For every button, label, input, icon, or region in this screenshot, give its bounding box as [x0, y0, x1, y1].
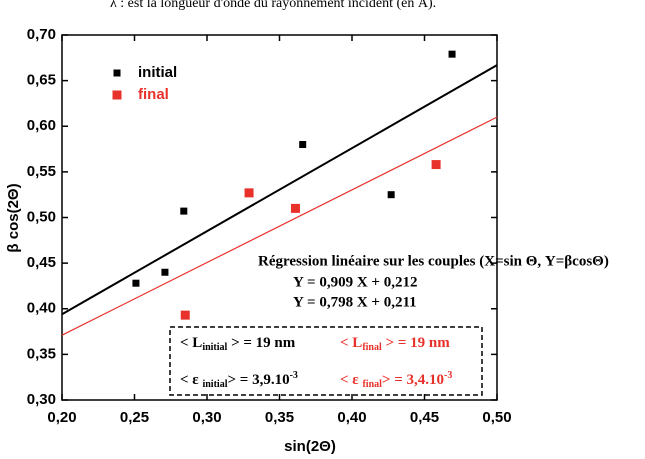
y-axis-label: β cos(2Θ) [5, 183, 22, 252]
point [132, 279, 140, 287]
x-axis-label: sin(2Θ) [284, 438, 336, 455]
point [448, 50, 456, 58]
y-tick-label: 0,55 [27, 163, 56, 180]
caption: λ : est la longueur d'onde du rayonnemen… [110, 0, 436, 11]
y-tick-label: 0,40 [27, 300, 56, 317]
strain-initial: < ε initial> = 3,9.10-3 [180, 370, 298, 390]
strain-final: < ε final> = 3,4.10-3 [340, 370, 452, 390]
x-tick-label: 0,45 [410, 409, 439, 426]
size-final: < Lfinal > = 19 nm [340, 335, 450, 353]
legend-label: initial [138, 64, 177, 81]
annotation: Régression linéaire sur les couples (X=s… [258, 253, 609, 269]
x-tick-label: 0,35 [265, 409, 294, 426]
point [244, 188, 254, 198]
y-tick-label: 0,35 [27, 345, 56, 362]
legend-marker [113, 69, 121, 77]
point [431, 160, 441, 170]
point [180, 310, 190, 320]
x-tick-label: 0,20 [47, 409, 76, 426]
y-tick-label: 0,60 [27, 117, 56, 134]
point [180, 207, 188, 215]
point [387, 191, 395, 199]
point [161, 268, 169, 276]
summary-box [169, 326, 483, 396]
y-tick-label: 0,30 [27, 391, 56, 408]
legend-label: final [138, 86, 169, 103]
x-tick-label: 0,40 [337, 409, 366, 426]
legend-marker [112, 90, 122, 100]
point [299, 141, 307, 148]
y-tick-label: 0,45 [27, 254, 56, 271]
y-tick-label: 0,50 [27, 208, 56, 225]
size-initial: < Linitial > = 19 nm [180, 335, 296, 353]
x-tick-label: 0,25 [120, 409, 149, 426]
y-tick-label: 0,65 [27, 72, 56, 89]
x-tick-label: 0,30 [192, 409, 221, 426]
y-tick-label: 0,70 [27, 26, 56, 43]
point [290, 203, 300, 213]
equation: Y = 0,798 X + 0,211 [293, 294, 417, 310]
equation: Y = 0,909 X + 0,212 [293, 274, 417, 290]
fit-line [61, 116, 498, 336]
fit-line [61, 64, 498, 316]
x-tick-label: 0,50 [482, 409, 511, 426]
